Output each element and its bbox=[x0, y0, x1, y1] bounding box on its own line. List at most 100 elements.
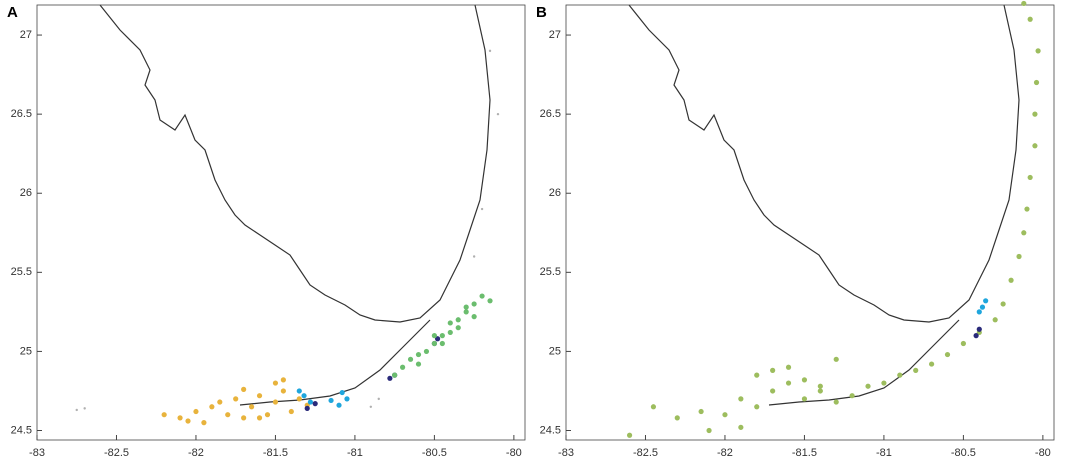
point bbox=[801, 396, 808, 402]
point bbox=[817, 383, 823, 389]
x-tick-label: -80.5 bbox=[422, 447, 447, 459]
point bbox=[248, 404, 255, 410]
point bbox=[296, 388, 302, 394]
point bbox=[471, 314, 477, 320]
point bbox=[706, 427, 712, 434]
point bbox=[1027, 174, 1033, 181]
point bbox=[193, 408, 199, 415]
point bbox=[722, 412, 728, 418]
point bbox=[415, 361, 422, 367]
point bbox=[439, 333, 445, 339]
point bbox=[913, 367, 919, 373]
point bbox=[650, 404, 657, 410]
coastline bbox=[628, 4, 1020, 406]
point bbox=[754, 404, 760, 410]
point bbox=[463, 309, 469, 315]
point bbox=[256, 415, 263, 421]
point bbox=[496, 112, 500, 116]
point bbox=[280, 388, 286, 394]
point bbox=[392, 372, 398, 378]
point bbox=[738, 424, 744, 430]
x-tick-label: -82 bbox=[717, 447, 733, 459]
point bbox=[431, 333, 437, 339]
point bbox=[241, 415, 247, 421]
point bbox=[307, 399, 314, 405]
point bbox=[944, 351, 951, 358]
y-tick-label: 26.5 bbox=[540, 108, 561, 120]
point bbox=[423, 348, 430, 355]
x-tick-label: -80.5 bbox=[951, 447, 976, 459]
x-tick-label: -80 bbox=[1035, 447, 1051, 459]
point bbox=[698, 408, 704, 415]
y-tick-label: 25 bbox=[549, 345, 561, 357]
point bbox=[479, 293, 485, 299]
point bbox=[256, 393, 263, 399]
point bbox=[439, 340, 445, 347]
y-tick-label: 25.5 bbox=[540, 266, 561, 278]
x-tick-label: -83 bbox=[29, 447, 45, 459]
point bbox=[1032, 111, 1038, 117]
coastline bbox=[99, 4, 491, 406]
point bbox=[488, 49, 492, 53]
point bbox=[472, 255, 476, 258]
y-tick-label: 26 bbox=[549, 187, 561, 199]
point bbox=[272, 380, 279, 386]
point bbox=[674, 415, 680, 421]
point bbox=[976, 326, 982, 332]
point bbox=[336, 402, 342, 408]
point bbox=[992, 317, 998, 323]
point bbox=[833, 356, 839, 362]
y-tick-label: 27 bbox=[20, 29, 32, 41]
axes-box bbox=[565, 4, 1055, 441]
axes-box bbox=[36, 4, 526, 441]
point bbox=[328, 397, 334, 404]
x-tick-label: -80 bbox=[506, 447, 522, 459]
point bbox=[177, 415, 183, 421]
point bbox=[75, 408, 78, 412]
y-tick-label: 25 bbox=[20, 345, 32, 357]
point bbox=[272, 399, 279, 405]
y-tick-label: 24.5 bbox=[11, 424, 32, 436]
point bbox=[264, 412, 271, 418]
point bbox=[83, 407, 86, 410]
point bbox=[288, 408, 294, 415]
y-tick-label: 24.5 bbox=[540, 424, 561, 436]
point bbox=[217, 399, 223, 405]
point bbox=[1033, 79, 1040, 86]
point bbox=[431, 340, 437, 347]
point bbox=[1035, 48, 1041, 54]
point bbox=[1024, 206, 1030, 212]
point bbox=[801, 377, 808, 383]
point bbox=[339, 389, 345, 396]
point bbox=[738, 396, 744, 402]
x-tick-label: -81 bbox=[876, 447, 892, 459]
point bbox=[785, 364, 792, 370]
y-tick-label: 25.5 bbox=[11, 266, 32, 278]
point bbox=[833, 399, 839, 405]
point bbox=[415, 351, 422, 358]
y-tick-label: 27 bbox=[549, 29, 561, 41]
point bbox=[881, 380, 887, 386]
x-tick-label: -83 bbox=[558, 447, 574, 459]
point bbox=[344, 396, 350, 402]
point bbox=[296, 396, 302, 402]
panel-label: A bbox=[7, 4, 18, 21]
x-tick-label: -81.5 bbox=[263, 447, 288, 459]
point bbox=[225, 412, 231, 418]
point bbox=[447, 329, 453, 336]
y-tick-label: 26.5 bbox=[11, 108, 32, 120]
y-tick-label: 26 bbox=[20, 187, 32, 199]
point bbox=[387, 375, 393, 381]
point bbox=[1021, 230, 1027, 236]
point bbox=[865, 383, 871, 389]
panel-label: B bbox=[536, 4, 547, 21]
point bbox=[185, 418, 191, 424]
point bbox=[480, 207, 484, 211]
point bbox=[770, 388, 776, 394]
point bbox=[301, 393, 307, 399]
point bbox=[241, 386, 247, 392]
point bbox=[1016, 253, 1022, 260]
point bbox=[1008, 277, 1014, 283]
